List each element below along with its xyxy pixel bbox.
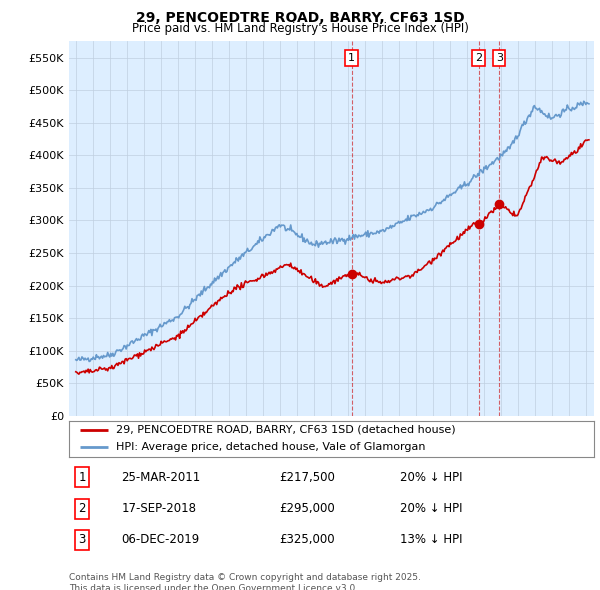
Text: £325,000: £325,000: [279, 533, 335, 546]
Text: 3: 3: [496, 53, 503, 63]
Text: Contains HM Land Registry data © Crown copyright and database right 2025.
This d: Contains HM Land Registry data © Crown c…: [69, 573, 421, 590]
Text: 20% ↓ HPI: 20% ↓ HPI: [400, 502, 462, 515]
Text: 2: 2: [475, 53, 482, 63]
Text: 29, PENCOEDTRE ROAD, BARRY, CF63 1SD (detached house): 29, PENCOEDTRE ROAD, BARRY, CF63 1SD (de…: [116, 425, 456, 435]
Text: 2: 2: [79, 502, 86, 515]
Text: 29, PENCOEDTRE ROAD, BARRY, CF63 1SD: 29, PENCOEDTRE ROAD, BARRY, CF63 1SD: [136, 11, 464, 25]
Text: 1: 1: [348, 53, 355, 63]
Text: 3: 3: [79, 533, 86, 546]
Text: £295,000: £295,000: [279, 502, 335, 515]
Text: £217,500: £217,500: [279, 471, 335, 484]
Text: 1: 1: [79, 471, 86, 484]
Text: HPI: Average price, detached house, Vale of Glamorgan: HPI: Average price, detached house, Vale…: [116, 442, 426, 452]
Text: 17-SEP-2018: 17-SEP-2018: [121, 502, 197, 515]
Text: Price paid vs. HM Land Registry's House Price Index (HPI): Price paid vs. HM Land Registry's House …: [131, 22, 469, 35]
Text: 25-MAR-2011: 25-MAR-2011: [121, 471, 201, 484]
Text: 20% ↓ HPI: 20% ↓ HPI: [400, 471, 462, 484]
Text: 13% ↓ HPI: 13% ↓ HPI: [400, 533, 462, 546]
Text: 06-DEC-2019: 06-DEC-2019: [121, 533, 200, 546]
